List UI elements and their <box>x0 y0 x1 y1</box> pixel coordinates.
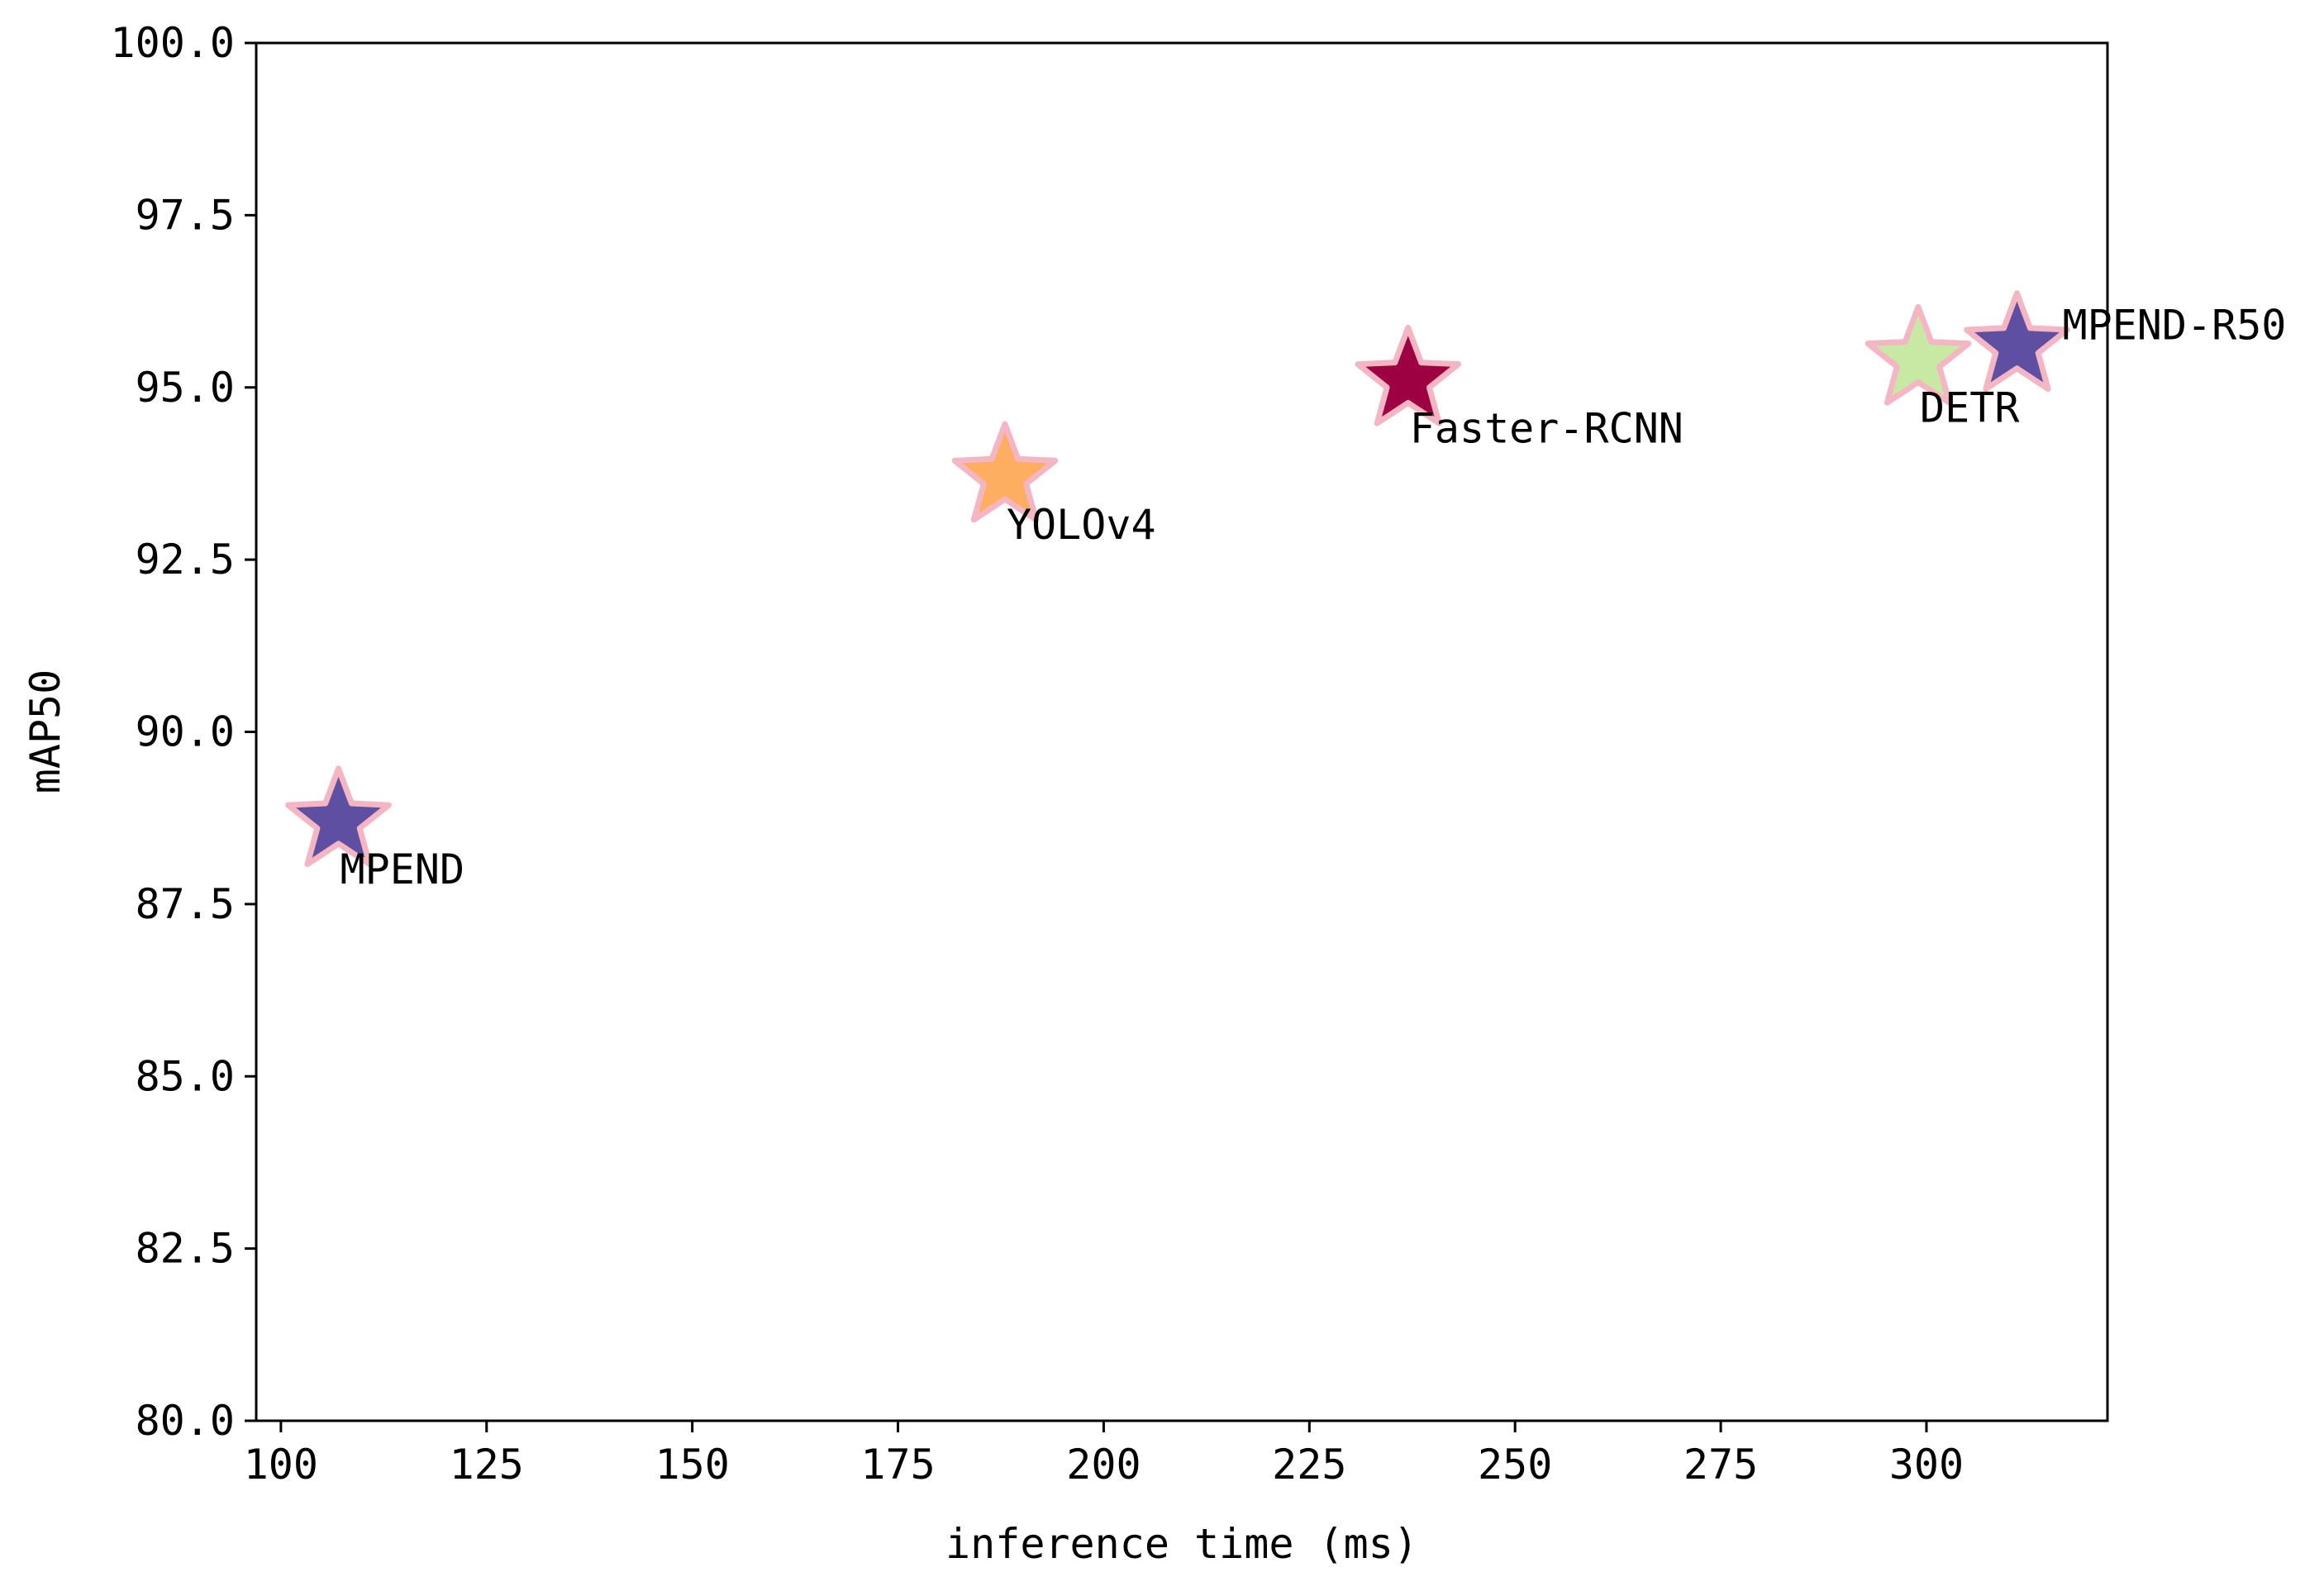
data-point-faster-rcnn <box>1355 324 1462 426</box>
y-axis-ticks: 80.0 82.5 85.0 87.5 90.0 92.5 95.0 97.5 100.0 <box>110 19 256 1445</box>
x-tick-label: 175 <box>860 1441 935 1489</box>
point-label: MPEND-R50 <box>2062 302 2286 350</box>
data-point-mpend-r50 <box>1964 290 2070 393</box>
x-axis-title: inference time (ms) <box>945 1520 1418 1568</box>
data-point-detr <box>1864 303 1972 406</box>
y-tick-label: 95.0 <box>136 364 235 412</box>
x-tick-label: 250 <box>1478 1441 1552 1489</box>
x-tick-label: 300 <box>1889 1441 1964 1489</box>
x-tick-label: 225 <box>1272 1441 1346 1489</box>
x-tick-label: 100 <box>244 1441 318 1489</box>
point-labels: MPEND YOLOv4 Faster-RCNN DETR MPEND-R50 <box>341 302 2287 893</box>
y-tick-label: 80.0 <box>136 1397 235 1445</box>
point-label: Faster-RCNN <box>1410 404 1684 452</box>
y-tick-label: 97.5 <box>136 191 235 239</box>
data-point-mpend <box>285 765 392 868</box>
y-tick-label: 82.5 <box>136 1225 235 1273</box>
data-points <box>285 290 2070 868</box>
point-label: DETR <box>1920 384 2020 431</box>
x-axis-ticks: 100 125 150 175 200 225 250 275 300 <box>244 1421 1964 1489</box>
y-tick-label: 100.0 <box>110 19 235 67</box>
y-tick-label: 85.0 <box>136 1052 235 1100</box>
y-tick-label: 87.5 <box>136 880 235 928</box>
y-tick-label: 90.0 <box>136 708 235 756</box>
x-tick-label: 200 <box>1066 1441 1141 1489</box>
x-tick-label: 125 <box>450 1441 524 1489</box>
plot-area-frame <box>255 41 2109 1422</box>
y-axis-title: mAP50 <box>21 669 69 794</box>
point-label: MPEND <box>341 846 465 893</box>
y-tick-label: 92.5 <box>136 536 235 584</box>
data-point-yolov4 <box>951 421 1059 523</box>
x-tick-label: 150 <box>655 1441 729 1489</box>
point-label: YOLOv4 <box>1007 501 1156 549</box>
x-tick-label: 275 <box>1684 1441 1758 1489</box>
